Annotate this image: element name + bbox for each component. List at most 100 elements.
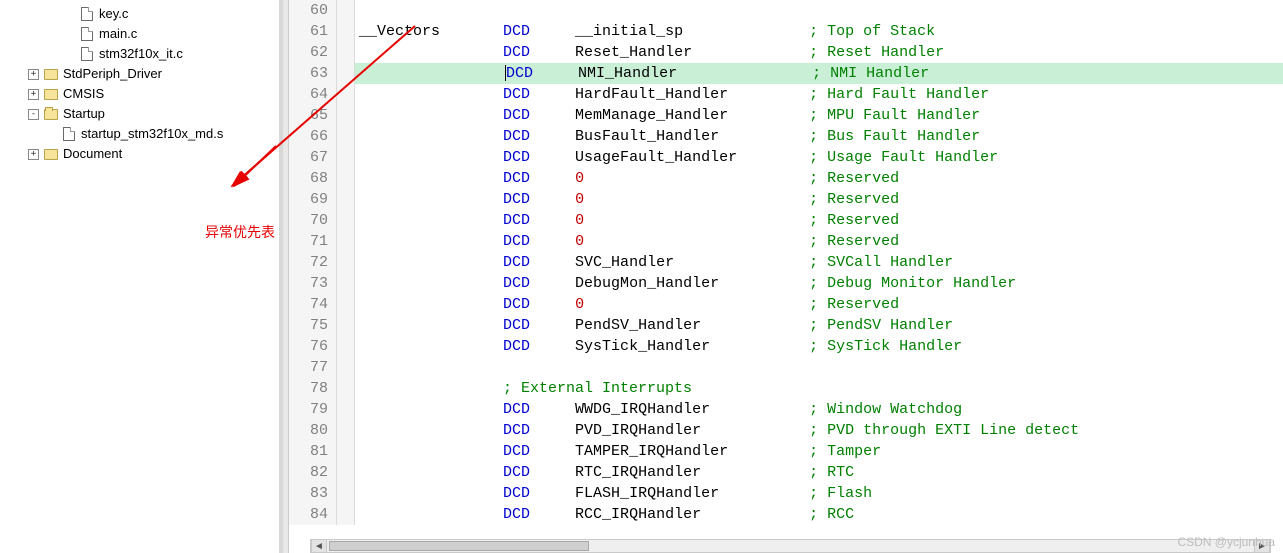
gutter-mark xyxy=(337,63,355,84)
code-line[interactable]: 62 DCD Reset_Handler ; Reset Handler xyxy=(289,42,1283,63)
project-tree[interactable]: key.cmain.cstm32f10x_it.c + StdPeriph_Driv… xyxy=(0,0,280,553)
line-number: 82 xyxy=(289,462,337,483)
gutter-mark xyxy=(337,336,355,357)
gutter-mark xyxy=(337,105,355,126)
line-number: 62 xyxy=(289,42,337,63)
tree-item[interactable]: stm32f10x_it.c xyxy=(0,44,279,64)
code-text: __Vectors DCD __initial_sp ; Top of Stac… xyxy=(355,21,1283,42)
code-text: DCD Reset_Handler ; Reset Handler xyxy=(355,42,1283,63)
tree-item[interactable]: - Startup xyxy=(0,104,279,124)
code-text: DCD SysTick_Handler ; SysTick Handler xyxy=(355,336,1283,357)
code-text: DCD NMI_Handler ; NMI Handler xyxy=(355,63,1283,84)
code-text: ; External Interrupts xyxy=(355,378,1283,399)
code-line[interactable]: 67 DCD UsageFault_Handler ; Usage Fault … xyxy=(289,147,1283,168)
code-line[interactable]: 68 DCD 0 ; Reserved xyxy=(289,168,1283,189)
gutter-mark xyxy=(337,147,355,168)
tree-item[interactable]: key.c xyxy=(0,4,279,24)
tree-item-label: Document xyxy=(63,144,122,164)
code-text: DCD PendSV_Handler ; PendSV Handler xyxy=(355,315,1283,336)
horizontal-scrollbar[interactable]: ◄ ► xyxy=(310,539,1271,553)
scroll-thumb[interactable] xyxy=(329,541,589,551)
line-number: 76 xyxy=(289,336,337,357)
tree-item-label: CMSIS xyxy=(63,84,104,104)
tree-item[interactable]: main.c xyxy=(0,24,279,44)
code-text: DCD RCC_IRQHandler ; RCC xyxy=(355,504,1283,525)
gutter-mark xyxy=(337,21,355,42)
code-line[interactable]: 60 xyxy=(289,0,1283,21)
code-line[interactable]: 66 DCD BusFault_Handler ; Bus Fault Hand… xyxy=(289,126,1283,147)
tree-item[interactable]: + StdPeriph_Driver xyxy=(0,64,279,84)
tree-item[interactable]: + Document xyxy=(0,144,279,164)
gutter-mark xyxy=(337,315,355,336)
scroll-left-arrow[interactable]: ◄ xyxy=(311,540,327,552)
line-number: 67 xyxy=(289,147,337,168)
tree-item-label: StdPeriph_Driver xyxy=(63,64,162,84)
code-line[interactable]: 74 DCD 0 ; Reserved xyxy=(289,294,1283,315)
code-text: DCD TAMPER_IRQHandler ; Tamper xyxy=(355,441,1283,462)
tree-item-label: key.c xyxy=(99,4,128,24)
code-line[interactable]: 65 DCD MemManage_Handler ; MPU Fault Han… xyxy=(289,105,1283,126)
gutter-mark xyxy=(337,441,355,462)
code-text: DCD DebugMon_Handler ; Debug Monitor Han… xyxy=(355,273,1283,294)
code-line[interactable]: 83 DCD FLASH_IRQHandler ; Flash xyxy=(289,483,1283,504)
line-number: 81 xyxy=(289,441,337,462)
code-line[interactable]: 81 DCD TAMPER_IRQHandler ; Tamper xyxy=(289,441,1283,462)
code-line[interactable]: 64 DCD HardFault_Handler ; Hard Fault Ha… xyxy=(289,84,1283,105)
code-text: DCD HardFault_Handler ; Hard Fault Handl… xyxy=(355,84,1283,105)
expand-icon[interactable]: + xyxy=(28,69,39,80)
line-number: 60 xyxy=(289,0,337,21)
code-line[interactable]: 82 DCD RTC_IRQHandler ; RTC xyxy=(289,462,1283,483)
line-number: 61 xyxy=(289,21,337,42)
code-text: DCD 0 ; Reserved xyxy=(355,231,1283,252)
toggle-spacer xyxy=(64,9,75,20)
code-line[interactable]: 72 DCD SVC_Handler ; SVCall Handler xyxy=(289,252,1283,273)
code-line[interactable]: 71 DCD 0 ; Reserved xyxy=(289,231,1283,252)
line-number: 75 xyxy=(289,315,337,336)
tree-item-label: startup_stm32f10x_md.s xyxy=(81,124,223,144)
code-line[interactable]: 63 DCD NMI_Handler ; NMI Handler xyxy=(289,63,1283,84)
gutter-mark xyxy=(337,273,355,294)
code-line[interactable]: 76 DCD SysTick_Handler ; SysTick Handler xyxy=(289,336,1283,357)
code-line[interactable]: 77 xyxy=(289,357,1283,378)
line-number: 80 xyxy=(289,420,337,441)
code-text xyxy=(355,357,1283,378)
line-number: 73 xyxy=(289,273,337,294)
line-number: 71 xyxy=(289,231,337,252)
tree-item[interactable]: startup_stm32f10x_md.s xyxy=(0,124,279,144)
line-number: 79 xyxy=(289,399,337,420)
code-line[interactable]: 70 DCD 0 ; Reserved xyxy=(289,210,1283,231)
code-line[interactable]: 75 DCD PendSV_Handler ; PendSV Handler xyxy=(289,315,1283,336)
gutter-mark xyxy=(337,357,355,378)
code-text: DCD 0 ; Reserved xyxy=(355,294,1283,315)
code-line[interactable]: 73 DCD DebugMon_Handler ; Debug Monitor … xyxy=(289,273,1283,294)
folder-icon xyxy=(43,146,59,162)
code-text: DCD RTC_IRQHandler ; RTC xyxy=(355,462,1283,483)
code-line[interactable]: 78 ; External Interrupts xyxy=(289,378,1283,399)
code-editor[interactable]: 6061 __Vectors DCD __initial_sp ; Top of … xyxy=(289,0,1283,553)
code-line[interactable]: 79 DCD WWDG_IRQHandler ; Window Watchdog xyxy=(289,399,1283,420)
tree-item[interactable]: + CMSIS xyxy=(0,84,279,104)
c-file-icon xyxy=(79,46,95,62)
expand-icon[interactable]: + xyxy=(28,149,39,160)
gutter-mark xyxy=(337,294,355,315)
collapse-icon[interactable]: - xyxy=(28,109,39,120)
code-text: DCD 0 ; Reserved xyxy=(355,189,1283,210)
code-text: DCD 0 ; Reserved xyxy=(355,168,1283,189)
toggle-spacer xyxy=(64,49,75,60)
code-text: DCD FLASH_IRQHandler ; Flash xyxy=(355,483,1283,504)
line-number: 64 xyxy=(289,84,337,105)
tree-item-label: Startup xyxy=(63,104,105,124)
code-line[interactable]: 69 DCD 0 ; Reserved xyxy=(289,189,1283,210)
code-text: DCD SVC_Handler ; SVCall Handler xyxy=(355,252,1283,273)
line-number: 68 xyxy=(289,168,337,189)
gutter-mark xyxy=(337,420,355,441)
code-line[interactable]: 61 __Vectors DCD __initial_sp ; Top of St… xyxy=(289,21,1283,42)
gutter-mark xyxy=(337,462,355,483)
tree-item-label: main.c xyxy=(99,24,137,44)
expand-icon[interactable]: + xyxy=(28,89,39,100)
gutter-mark xyxy=(337,126,355,147)
gutter-mark xyxy=(337,0,355,21)
code-line[interactable]: 84 DCD RCC_IRQHandler ; RCC xyxy=(289,504,1283,525)
code-line[interactable]: 80 DCD PVD_IRQHandler ; PVD through EXTI… xyxy=(289,420,1283,441)
tree-item-label: stm32f10x_it.c xyxy=(99,44,183,64)
